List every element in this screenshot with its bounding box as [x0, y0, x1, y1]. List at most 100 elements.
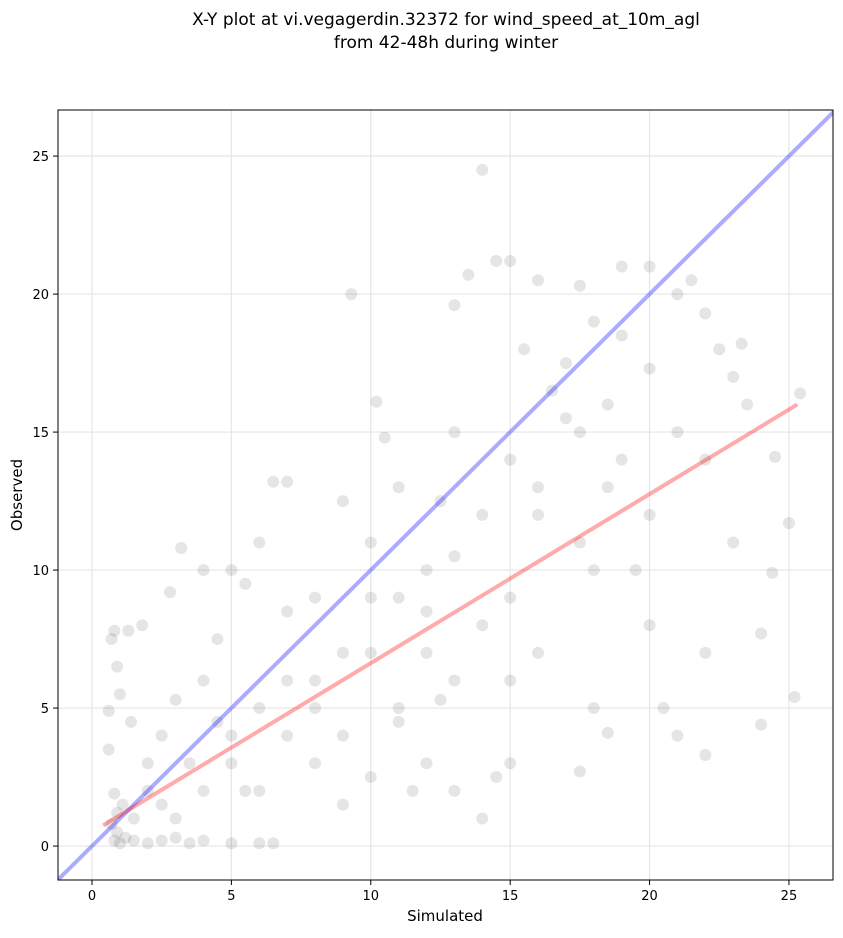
- point: [476, 508, 489, 521]
- point: [113, 688, 126, 701]
- y-tick-label: 5: [41, 702, 49, 717]
- fit-line: [102, 402, 799, 828]
- y-tick-label: 20: [32, 288, 49, 303]
- point: [559, 357, 572, 370]
- point: [102, 743, 115, 756]
- point: [462, 268, 475, 281]
- point: [364, 591, 377, 604]
- point: [448, 784, 461, 797]
- point: [615, 260, 628, 273]
- point: [699, 453, 712, 466]
- point: [490, 254, 503, 267]
- point: [587, 564, 600, 577]
- point: [141, 837, 154, 850]
- points: [102, 163, 807, 850]
- point: [406, 784, 419, 797]
- point: [420, 564, 433, 577]
- point: [169, 831, 182, 844]
- point: [141, 757, 154, 770]
- point: [155, 834, 168, 847]
- point: [420, 646, 433, 659]
- point: [267, 475, 280, 488]
- point: [434, 495, 447, 508]
- point: [370, 395, 383, 408]
- point: [782, 517, 795, 530]
- point: [253, 536, 266, 549]
- point: [127, 834, 140, 847]
- point: [448, 550, 461, 563]
- point: [532, 481, 545, 494]
- point: [727, 536, 740, 549]
- point: [267, 837, 280, 850]
- point: [136, 619, 149, 632]
- point: [727, 370, 740, 383]
- point: [504, 591, 517, 604]
- point: [197, 784, 210, 797]
- point: [345, 288, 358, 301]
- point: [615, 329, 628, 342]
- point: [615, 453, 628, 466]
- point: [699, 748, 712, 761]
- point: [169, 812, 182, 825]
- point: [392, 591, 405, 604]
- point: [685, 274, 698, 287]
- point: [420, 605, 433, 618]
- x-tick-label: 10: [363, 889, 380, 904]
- x-axis-label: Simulated: [407, 907, 483, 925]
- point: [309, 674, 322, 687]
- point: [448, 299, 461, 312]
- point: [281, 475, 294, 488]
- point: [122, 624, 135, 637]
- x-tick-label: 25: [781, 889, 798, 904]
- point: [671, 288, 684, 301]
- point: [105, 817, 118, 830]
- point: [671, 426, 684, 439]
- point: [699, 307, 712, 320]
- plot-frame: [57, 109, 834, 881]
- point: [532, 274, 545, 287]
- point: [336, 646, 349, 659]
- point: [364, 536, 377, 549]
- point: [573, 279, 586, 292]
- point: [281, 729, 294, 742]
- point: [197, 564, 210, 577]
- point: [392, 481, 405, 494]
- point: [504, 757, 517, 770]
- point: [448, 426, 461, 439]
- point: [197, 834, 210, 847]
- point: [573, 765, 586, 778]
- point: [113, 837, 126, 850]
- point: [532, 508, 545, 521]
- point: [545, 384, 558, 397]
- point: [755, 718, 768, 731]
- point: [281, 674, 294, 687]
- point: [111, 806, 124, 819]
- point: [102, 704, 115, 717]
- point: [643, 362, 656, 375]
- point: [643, 260, 656, 273]
- point: [253, 784, 266, 797]
- point: [225, 837, 238, 850]
- point: [211, 715, 224, 728]
- point: [309, 702, 322, 715]
- point: [573, 426, 586, 439]
- point: [601, 481, 614, 494]
- y-tick-label: 10: [32, 564, 49, 579]
- point: [434, 693, 447, 706]
- point: [587, 315, 600, 328]
- point: [476, 812, 489, 825]
- point: [504, 453, 517, 466]
- point: [108, 834, 121, 847]
- point: [183, 837, 196, 850]
- point: [671, 729, 684, 742]
- chart-title: X-Y plot at vi.vegagerdin.32372 for wind…: [192, 10, 700, 30]
- point: [239, 577, 252, 590]
- point: [476, 163, 489, 176]
- point: [573, 536, 586, 549]
- point: [116, 798, 129, 811]
- point: [239, 784, 252, 797]
- point: [155, 798, 168, 811]
- y-tick-label: 15: [32, 426, 49, 441]
- y-axis-label: Observed: [8, 459, 26, 531]
- chart-title: from 42-48h during winter: [334, 33, 558, 53]
